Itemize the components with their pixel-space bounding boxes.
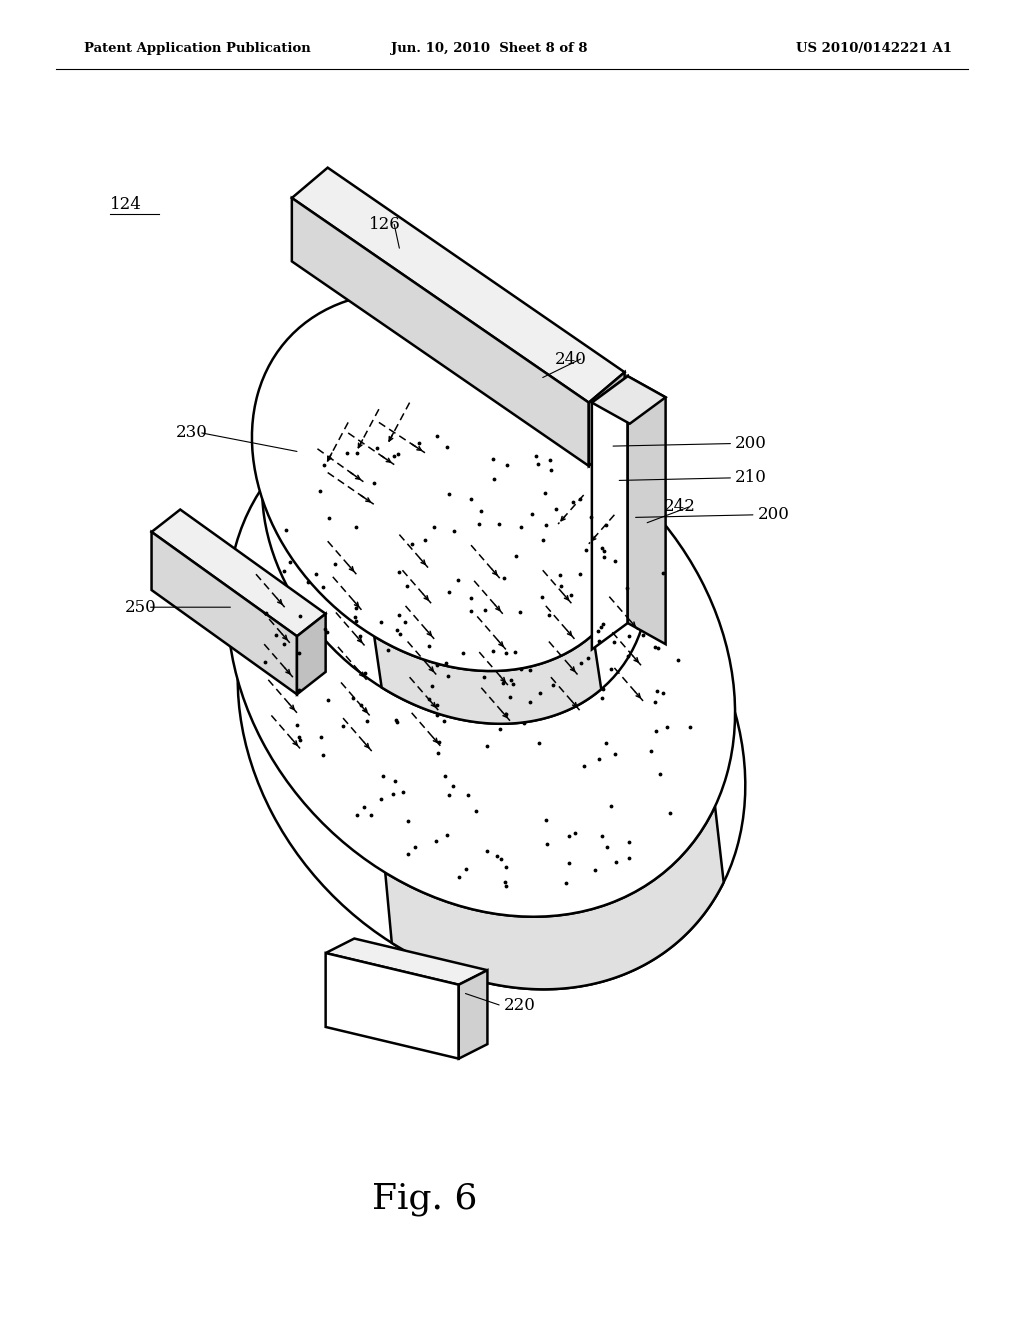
Text: 250: 250 [125,599,157,615]
Ellipse shape [238,477,745,989]
Ellipse shape [262,346,649,723]
Text: 124: 124 [110,197,141,213]
Polygon shape [592,376,666,424]
Polygon shape [297,614,326,694]
Text: US 2010/0142221 A1: US 2010/0142221 A1 [797,42,952,55]
Text: 240: 240 [555,351,587,367]
Text: Fig. 6: Fig. 6 [373,1181,477,1216]
Polygon shape [292,198,589,466]
Text: 220: 220 [504,998,536,1014]
Text: 200: 200 [735,436,767,451]
Polygon shape [152,532,297,694]
Polygon shape [152,510,326,636]
Polygon shape [589,372,625,466]
Text: 230: 230 [176,425,208,441]
Polygon shape [628,376,666,644]
Polygon shape [592,376,628,649]
Ellipse shape [252,293,639,671]
Polygon shape [385,807,724,989]
Text: 200: 200 [758,507,790,523]
Text: 242: 242 [664,499,695,515]
Text: Patent Application Publication: Patent Application Publication [84,42,310,55]
Ellipse shape [227,404,735,916]
Polygon shape [326,953,459,1059]
Polygon shape [326,939,487,985]
Text: 126: 126 [369,216,400,232]
Polygon shape [459,970,487,1059]
Polygon shape [292,168,625,403]
Text: 210: 210 [735,470,767,486]
Polygon shape [374,635,601,723]
Text: Jun. 10, 2010  Sheet 8 of 8: Jun. 10, 2010 Sheet 8 of 8 [391,42,588,55]
